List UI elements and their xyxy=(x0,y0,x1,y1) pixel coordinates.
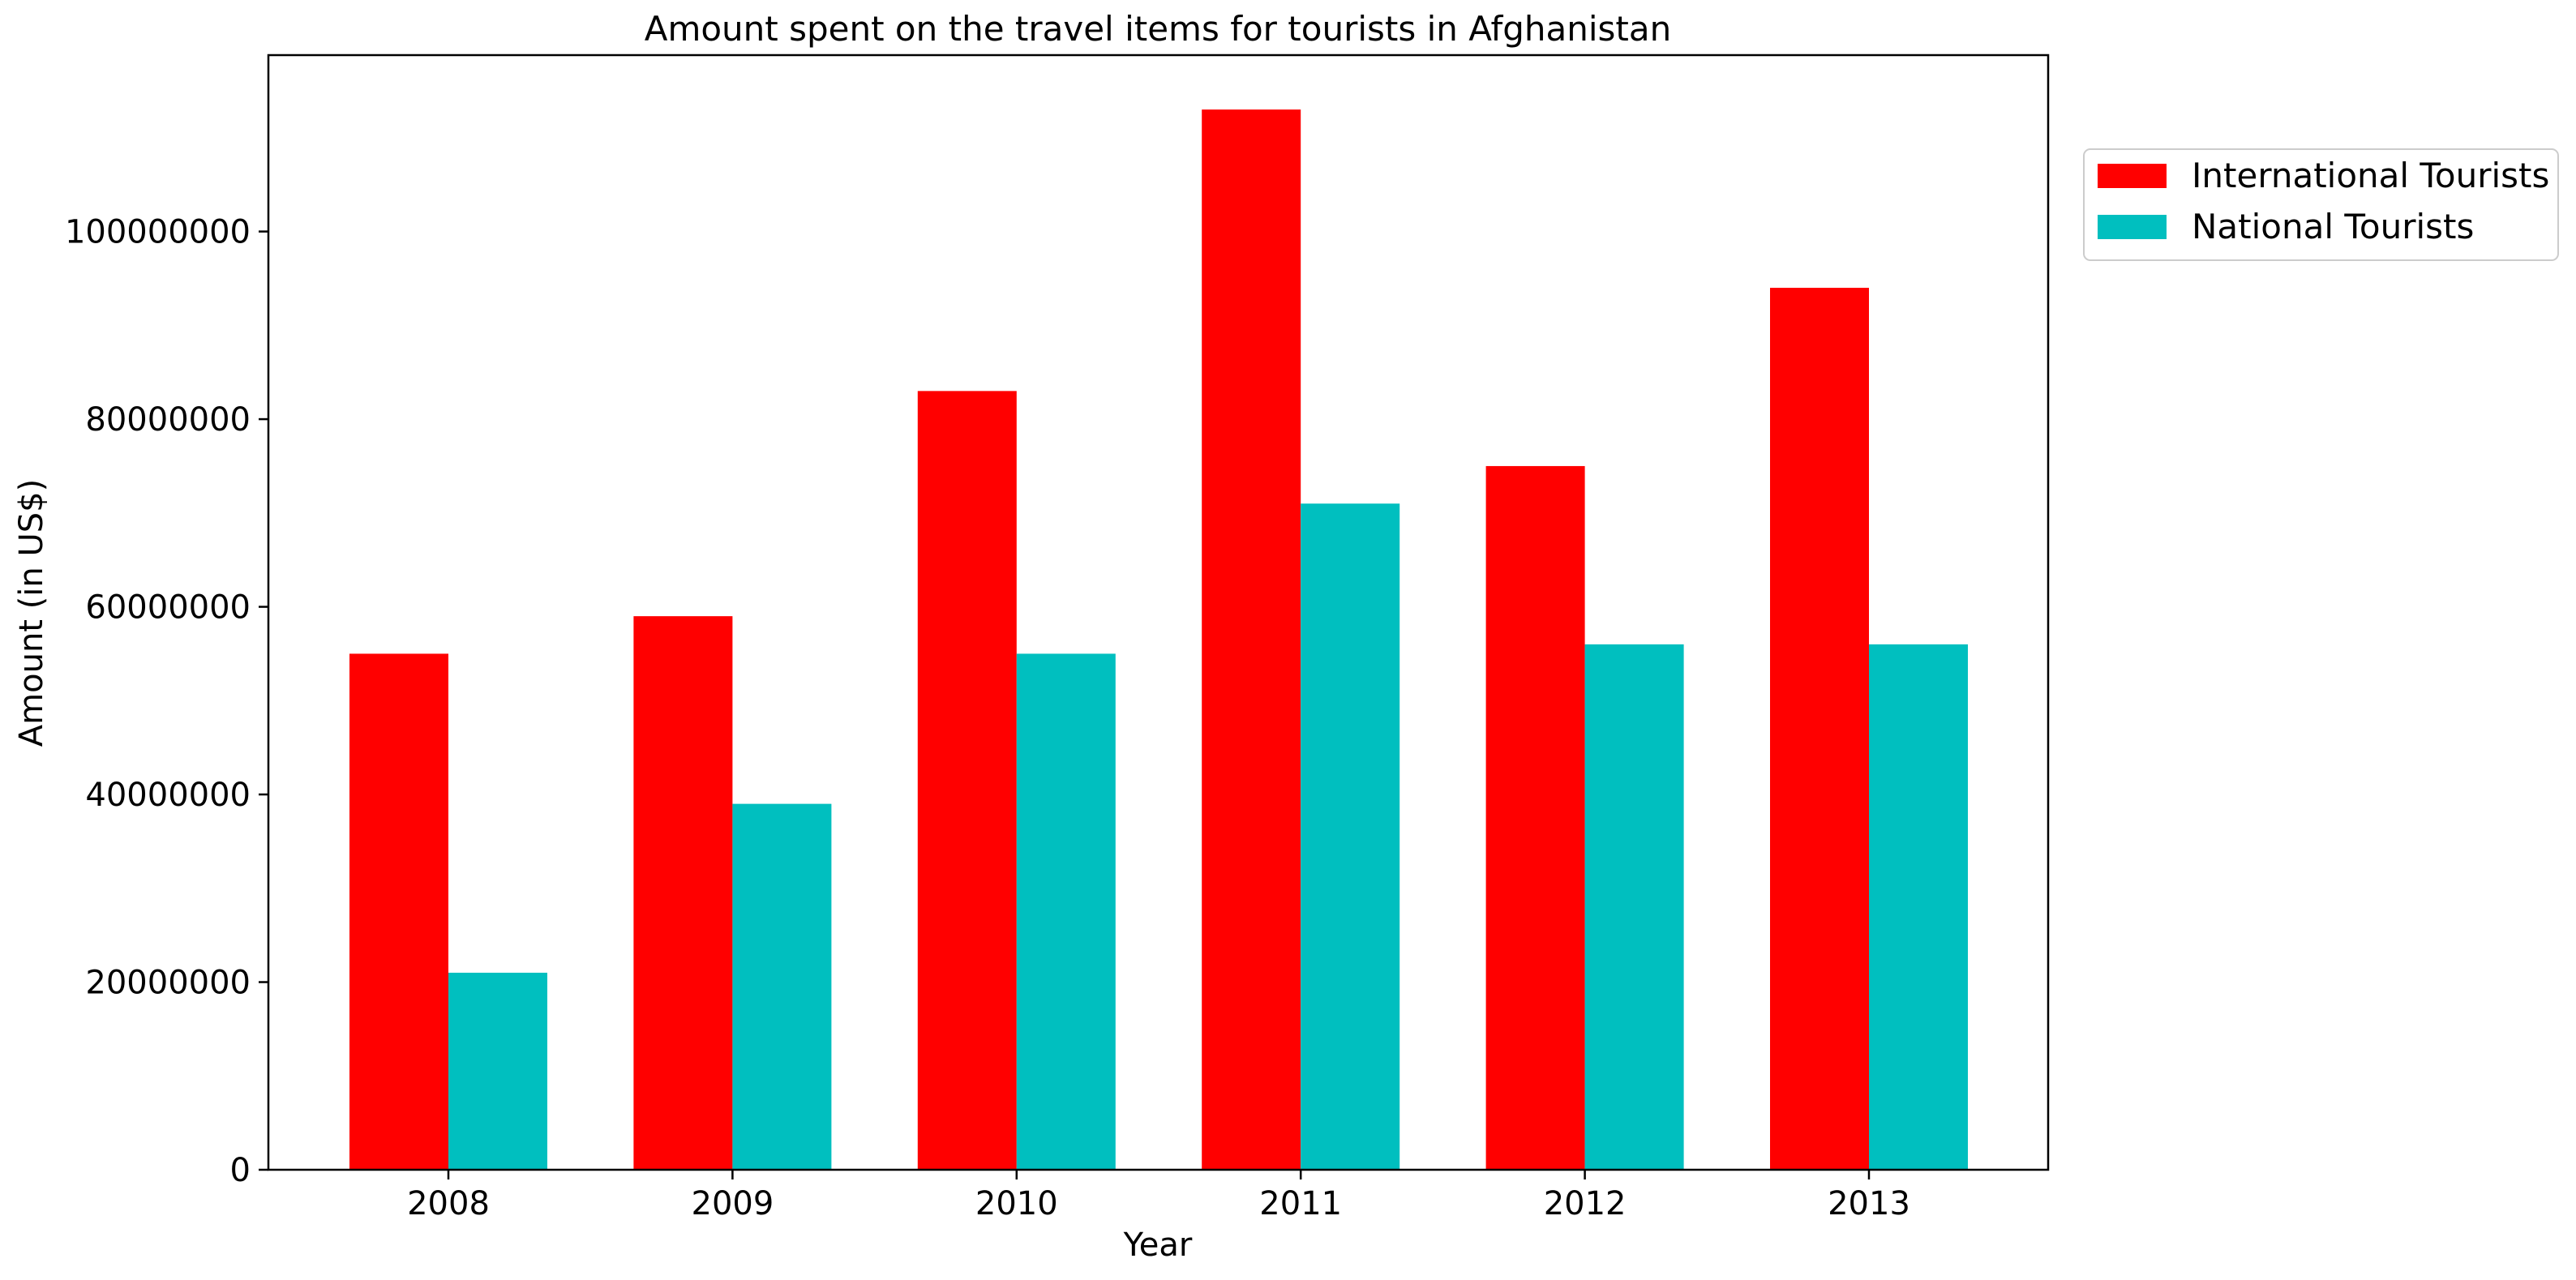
bar-international-2009 xyxy=(633,616,733,1170)
bar-international-2008 xyxy=(349,653,448,1170)
y-tick-label: 40000000 xyxy=(85,777,251,814)
x-tick-label-2012: 2012 xyxy=(1544,1185,1627,1222)
bar-international-2010 xyxy=(917,391,1017,1171)
legend-box xyxy=(2083,148,2559,261)
bar-national-2008 xyxy=(448,972,547,1170)
y-tick-label: 20000000 xyxy=(85,965,251,1002)
bars-layer xyxy=(349,109,1968,1171)
x-tick-label-2013: 2013 xyxy=(1828,1185,1910,1222)
legend-swatch-international xyxy=(2098,164,2167,188)
legend-label-international: International Tourists xyxy=(2192,156,2549,195)
legend: International Tourists National Tourists xyxy=(2083,148,2559,261)
y-tick-label: 100000000 xyxy=(65,214,251,251)
y-tick-label: 80000000 xyxy=(85,401,251,439)
bar-national-2010 xyxy=(1016,653,1116,1170)
x-tick-label-2009: 2009 xyxy=(692,1185,774,1222)
x-axis: 2008 2009 2010 2011 2012 2013 xyxy=(407,1170,1910,1222)
legend-label-national: National Tourists xyxy=(2192,207,2474,246)
y-axis: 0 20000000 40000000 60000000 80000000 1000000… xyxy=(65,214,268,1189)
bar-international-2011 xyxy=(1202,109,1301,1170)
x-tick-label-2008: 2008 xyxy=(407,1185,490,1222)
chart-title: Amount spent on the travel items for tou… xyxy=(645,9,1672,49)
x-tick-label-2011: 2011 xyxy=(1259,1185,1342,1222)
bar-national-2009 xyxy=(732,803,832,1170)
y-axis-label: Amount (in US$) xyxy=(13,479,50,747)
x-axis-label: Year xyxy=(1123,1226,1193,1264)
x-tick-label-2010: 2010 xyxy=(975,1185,1058,1222)
bar-national-2011 xyxy=(1301,503,1400,1170)
bar-national-2012 xyxy=(1584,644,1684,1170)
legend-swatch-national xyxy=(2098,215,2167,239)
bar-international-2012 xyxy=(1485,465,1585,1170)
y-tick-label: 0 xyxy=(230,1152,251,1189)
y-tick-label: 60000000 xyxy=(85,589,251,627)
plot-frame xyxy=(267,54,2050,1171)
bar-national-2013 xyxy=(1869,644,1968,1170)
bar-international-2013 xyxy=(1770,288,1869,1170)
